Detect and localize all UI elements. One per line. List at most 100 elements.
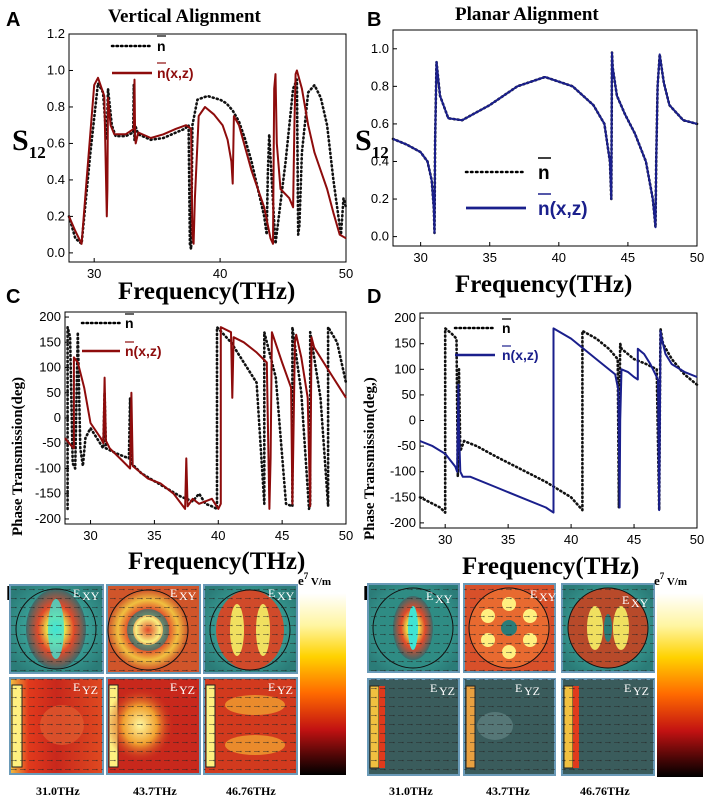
y-axis-label-a-sub: 12: [29, 143, 46, 162]
tile-sub-e-bot-1: YZ: [82, 683, 98, 697]
y-tick-label-c: -100: [35, 460, 61, 475]
y-ticks-b: 0.0 0.2 0.4 0.6 0.8 1.0: [371, 41, 397, 244]
tile-label-f-bot-1: E: [430, 681, 437, 695]
field-tile-f-yz-2: E YZ: [463, 678, 556, 776]
x-axis-label-b: Frequency(THz): [455, 271, 632, 298]
panel-e: E E XY E XY E XY: [6, 571, 346, 798]
panel-label-a: A: [6, 9, 20, 31]
legend-b-n-label: n: [538, 163, 550, 184]
y-tick-label-c: -200: [35, 511, 61, 526]
x-tick-label-d: 45: [627, 532, 641, 547]
field-tile-f-xy-1: E XY: [367, 583, 460, 673]
y-tick-label-d: 100: [394, 361, 416, 376]
legend-a-n-label: n: [157, 38, 166, 54]
freq-label-e-3: 46.76THz: [226, 784, 276, 798]
colorbar-label-f: e7 V/m: [654, 571, 687, 588]
freq-label-e-2: 43.7THz: [133, 784, 177, 798]
y-tick-label-d: -100: [390, 464, 416, 479]
colorbar-e-exp: 7: [304, 571, 309, 581]
y-axis-label-b-main: S: [355, 124, 372, 157]
field-tile-f-xy-3: E XY: [561, 583, 655, 673]
panel-label-b: B: [367, 9, 381, 31]
y-tick-label-a: 0.0: [47, 245, 65, 260]
y-tick-label-a: 0.8: [47, 99, 65, 114]
x-tick-label-b: 40: [552, 250, 566, 265]
y-tick-label-b: 1.0: [371, 41, 389, 56]
y-tick-label-c: 200: [39, 309, 61, 324]
y-tick-label-d: -50: [397, 438, 416, 453]
panel-a: A Vertical Alignment 0.0 0.2 0.4 0.6 0.8 1.0 1…: [6, 6, 353, 305]
series-line-a-n: [67, 78, 348, 251]
tile-sub-f-top-3: XY: [631, 596, 649, 610]
tile-label-f-top-1: E: [426, 589, 433, 603]
x-ticks-b: 30 35 40 45 50: [413, 242, 704, 265]
y-tick-label-c: -150: [35, 486, 61, 501]
tile-label-e-top-1: E: [73, 586, 80, 600]
x-tick-label-a: 40: [213, 266, 227, 281]
y-tick-label-d: 150: [394, 336, 416, 351]
y-axis-label-b: S12: [355, 124, 389, 162]
x-tick-label-c: 40: [211, 528, 225, 543]
x-tick-label-d: 35: [501, 532, 515, 547]
tile-sub-e-bot-3: YZ: [277, 683, 293, 697]
field-tile-e-yz-3: E YZ: [203, 677, 298, 775]
x-ticks-c: 30 35 40 45 50: [83, 520, 353, 543]
colorbar-f-base: e: [654, 573, 660, 588]
field-tile-e-yz-1: E YZ: [9, 677, 104, 775]
colorbar-f-unit: V/m: [664, 576, 687, 588]
x-axis-label-c: Frequency(THz): [128, 548, 305, 575]
legend-a-nxz-label: n(x,z): [157, 65, 194, 81]
x-tick-label-b: 45: [621, 250, 635, 265]
y-tick-label-b: 0.2: [371, 191, 389, 206]
y-tick-label-b: 0.6: [371, 116, 389, 131]
tile-sub-e-bot-2: YZ: [179, 683, 195, 697]
tile-label-f-bot-2: E: [515, 681, 522, 695]
x-axis-label-d: Frequency(THz): [462, 553, 639, 580]
series-line-d-nxz: [419, 327, 698, 514]
x-tick-label-a: 50: [339, 266, 353, 281]
legend-d-n-label: n: [502, 320, 511, 336]
legend-c-n-label: n: [125, 315, 134, 331]
plot-area-d: [419, 312, 698, 529]
x-tick-label-d: 40: [564, 532, 578, 547]
tile-sub-e-top-3: XY: [277, 589, 295, 603]
x-tick-label-b: 35: [482, 250, 496, 265]
series-a: [67, 69, 348, 251]
field-tile-e-yz-2: E YZ: [106, 677, 201, 775]
freq-label-f-3: 46.76THz: [580, 784, 630, 798]
panel-label-d: D: [367, 286, 381, 308]
y-tick-label-d: 0: [409, 413, 416, 428]
y-tick-label-c: 150: [39, 334, 61, 349]
y-tick-label-b: 0.8: [371, 78, 389, 93]
y-ticks-d: -200 -150 -100 -50 0 50 100 150 200: [390, 310, 424, 530]
x-tick-label-a: 30: [87, 266, 101, 281]
series-line-b-nxz: [392, 51, 698, 234]
x-tick-label-c: 35: [147, 528, 161, 543]
panel-c: C -200 -150 -100 -50 0 50 100 150 200 30 35 40 45 50…: [6, 286, 353, 575]
colorbar-label-e: e7 V/m: [298, 571, 331, 588]
legend-d: n n(x,z): [453, 318, 539, 363]
y-axis-label-c: Phase Transmission(deg): [10, 377, 26, 536]
field-tile-f-yz-3: E YZ: [561, 678, 655, 776]
tile-label-f-bot-3: E: [624, 681, 631, 695]
colorbar-e: [300, 593, 346, 775]
tile-label-f-top-3: E: [622, 593, 629, 607]
x-tick-label-c: 50: [339, 528, 353, 543]
x-tick-label-d: 30: [438, 532, 452, 547]
series-line-c-n: [66, 325, 348, 511]
field-tile-f-xy-2: E XY: [463, 583, 557, 673]
field-tile-f-yz-1: E YZ: [367, 678, 460, 776]
y-axis-label-d: Phase Transmission(deg,): [362, 377, 378, 540]
legend-b-nxz-label: n(x,z): [538, 199, 588, 220]
field-tile-e-xy-2: E XY: [106, 584, 201, 674]
y-tick-label-c: 0: [54, 410, 61, 425]
series-d: [418, 327, 699, 514]
y-ticks-c: -200 -150 -100 -50 0 50 100 150 200: [35, 309, 69, 526]
freq-label-f-1: 31.0THz: [389, 784, 433, 798]
legend-d-nxz-label: n(x,z): [502, 347, 539, 363]
chart-title-a: Vertical Alignment: [108, 6, 262, 27]
legend-b: n n(x,z): [464, 157, 588, 220]
panel-f: F E XY E XY: [363, 571, 703, 798]
y-tick-label-c: 50: [47, 385, 61, 400]
